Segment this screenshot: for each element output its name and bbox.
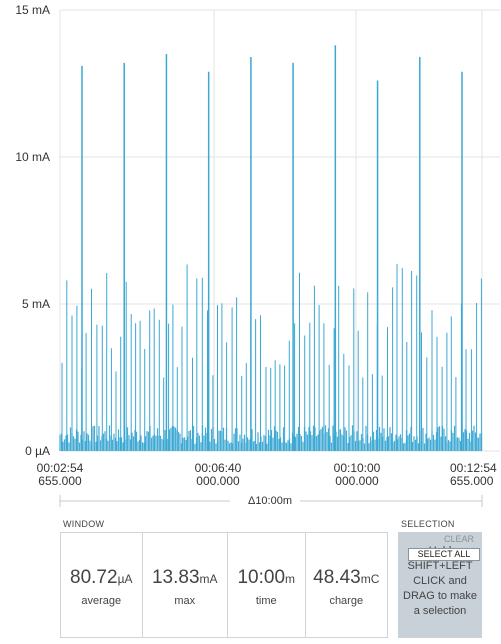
x-tick-ms: 655.000 <box>450 474 494 488</box>
stat-value: 10:00m <box>228 567 305 589</box>
x-tick-ms: 000.000 <box>335 474 379 488</box>
stat-label: average <box>81 595 122 607</box>
stat-label: max <box>174 595 196 607</box>
y-tick-label: 5 mA <box>21 297 50 311</box>
window-stats-panel: 80.72µA average 13.83mA max 10:00m time … <box>60 532 388 638</box>
y-tick-label: 10 mA <box>15 150 50 164</box>
stat-unit: µA <box>117 572 133 586</box>
stat-max: 13.83mA max <box>143 533 228 637</box>
stat-unit: mA <box>199 572 218 586</box>
stat-label: charge <box>329 595 364 607</box>
current-chart[interactable] <box>0 0 501 510</box>
x-tick-time: 00:06:40 <box>194 461 242 475</box>
window-section-title: WINDOW <box>63 519 105 529</box>
stat-number: 10:00 <box>237 567 286 588</box>
window-duration-label: Δ10:00m <box>247 495 293 507</box>
stat-number: 48.43 <box>313 567 361 588</box>
x-tick-time: 00:02:54 <box>36 461 84 475</box>
x-tick-label: 00:10:00 000.000 <box>327 462 387 488</box>
stat-number: 80.72 <box>70 567 118 588</box>
chart-area[interactable]: 15 mA 10 mA 5 mA 0 µA 00:02:54 655.000 0… <box>0 0 501 510</box>
stat-average: 80.72µA average <box>61 533 143 637</box>
selection-panel: Hold SHIFT+LEFT CLICK and DRAG to make a… <box>398 532 482 638</box>
y-tick-label: 0 µA <box>25 444 50 458</box>
selection-section-title: SELECTION <box>401 519 455 529</box>
x-tick-time: 00:10:00 <box>333 461 381 475</box>
selection-hint: Hold SHIFT+LEFT CLICK and DRAG to make a… <box>403 545 477 617</box>
stat-value: 80.72µA <box>61 567 142 589</box>
stat-unit: m <box>285 572 296 586</box>
stat-number: 13.83 <box>151 567 200 588</box>
stat-time: 10:00m time <box>228 533 306 637</box>
stat-charge: 48.43mC charge <box>306 533 388 637</box>
x-tick-label: 00:06:40 000.000 <box>188 462 248 488</box>
select-all-button[interactable]: SELECT ALL <box>408 548 480 561</box>
y-tick-label: 15 mA <box>15 3 50 17</box>
stat-label: time <box>255 595 277 607</box>
pulse-trace <box>61 263 482 451</box>
x-tick-time: 00:12:54 <box>450 461 497 475</box>
x-tick-ms: 655.000 <box>38 474 82 488</box>
stat-value: 48.43mC <box>306 567 388 589</box>
clear-selection-button[interactable]: CLEAR <box>443 534 474 544</box>
stat-unit: mC <box>360 572 380 586</box>
stat-value: 13.83mA <box>143 567 227 589</box>
x-tick-label: 00:12:54 655.000 <box>450 462 501 488</box>
x-tick-label: 00:02:54 655.000 <box>30 462 90 488</box>
x-tick-ms: 000.000 <box>196 474 240 488</box>
